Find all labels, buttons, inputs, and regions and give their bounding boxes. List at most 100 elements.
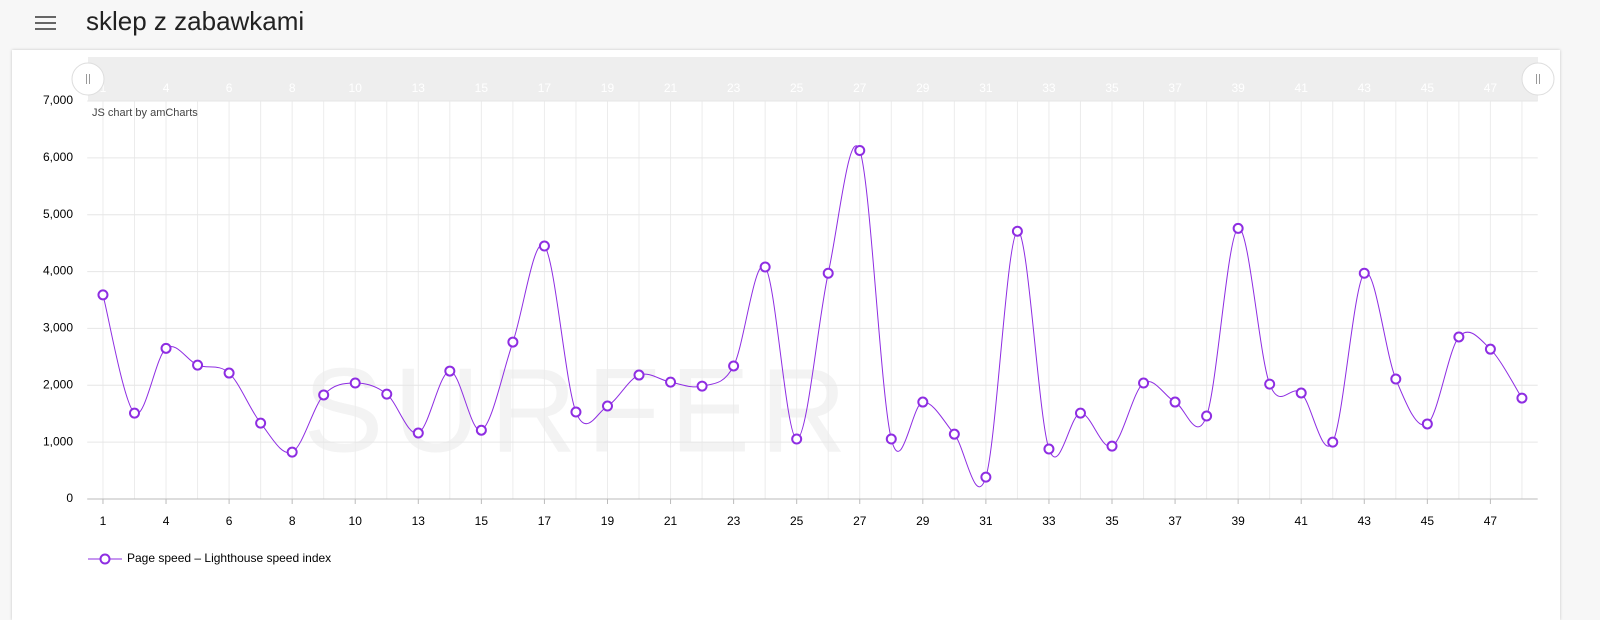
scrollbar-label: 19 xyxy=(601,81,615,95)
point xyxy=(665,376,677,388)
point xyxy=(728,360,740,372)
x-tick-label: 33 xyxy=(1042,514,1056,528)
point xyxy=(223,367,235,379)
scrollbar-label: 45 xyxy=(1421,81,1435,95)
point xyxy=(633,369,645,381)
scrollbar-label: 33 xyxy=(1042,81,1056,95)
point xyxy=(601,400,613,412)
point xyxy=(696,380,708,392)
scrollbar-handle[interactable] xyxy=(1521,62,1555,96)
scrollbar-label: 47 xyxy=(1484,81,1498,95)
x-tick-label: 15 xyxy=(475,514,489,528)
point xyxy=(980,471,992,483)
point xyxy=(475,424,487,436)
page-title: sklep z zabawkami xyxy=(86,6,305,36)
scrollbar-label: 6 xyxy=(226,81,233,95)
point xyxy=(885,433,897,445)
scrollbar[interactable] xyxy=(88,57,1538,101)
scrollbar-label: 17 xyxy=(538,81,552,95)
point xyxy=(97,289,109,301)
x-tick-label: 45 xyxy=(1421,514,1435,528)
scrollbar-label: 39 xyxy=(1231,81,1245,95)
point xyxy=(444,365,456,377)
scrollbar-label: 35 xyxy=(1105,81,1119,95)
header: sklep z zabawkami xyxy=(0,0,1600,48)
x-tick-label: 23 xyxy=(727,514,741,528)
point xyxy=(1138,377,1150,389)
scrollbar-label: 10 xyxy=(349,81,363,95)
scrollbar-handle[interactable] xyxy=(71,62,105,96)
x-tick-label: 43 xyxy=(1358,514,1372,528)
scrollbar-label: 27 xyxy=(853,81,867,95)
point xyxy=(1106,440,1118,452)
point xyxy=(160,342,172,354)
scrollbar-label: 29 xyxy=(916,81,930,95)
point xyxy=(1295,387,1307,399)
x-tick-label: 37 xyxy=(1168,514,1182,528)
point xyxy=(1264,378,1276,390)
scrollbar-label: 31 xyxy=(979,81,993,95)
point xyxy=(255,417,267,429)
scrollbar-label: 1 xyxy=(100,81,107,95)
point xyxy=(948,428,960,440)
scrollbar-label: 25 xyxy=(790,81,804,95)
scrollbar-label: 15 xyxy=(475,81,489,95)
x-tick-label: 19 xyxy=(601,514,615,528)
y-tick-label: 7,000 xyxy=(43,93,73,107)
x-tick-label: 27 xyxy=(853,514,867,528)
point xyxy=(1011,225,1023,237)
scrollbar-label: 41 xyxy=(1295,81,1309,95)
y-tick-label: 0 xyxy=(66,491,73,505)
point xyxy=(286,446,298,458)
point xyxy=(1327,436,1339,448)
scrollbar-label: 37 xyxy=(1168,81,1182,95)
point xyxy=(538,240,550,252)
point xyxy=(412,427,424,439)
y-tick-label: 2,000 xyxy=(43,377,73,391)
scrollbar-label: 23 xyxy=(727,81,741,95)
scrollbar-label: 4 xyxy=(163,81,170,95)
y-tick-label: 6,000 xyxy=(43,150,73,164)
x-tick-label: 31 xyxy=(979,514,993,528)
point xyxy=(1043,443,1055,455)
point xyxy=(1169,396,1181,408)
x-tick-label: 13 xyxy=(412,514,426,528)
point xyxy=(349,377,361,389)
scrollbar-label: 43 xyxy=(1358,81,1372,95)
legend-label: Page speed – Lighthouse speed index xyxy=(127,551,331,565)
point xyxy=(822,267,834,279)
x-tick-label: 4 xyxy=(163,514,170,528)
point xyxy=(381,388,393,400)
line xyxy=(102,145,1523,488)
y-tick-label: 4,000 xyxy=(43,264,73,278)
point xyxy=(1516,392,1528,404)
legend-marker xyxy=(99,553,111,565)
point xyxy=(1074,407,1086,419)
point xyxy=(570,406,582,418)
x-tick-label: 47 xyxy=(1484,514,1498,528)
point xyxy=(917,396,929,408)
point xyxy=(1453,331,1465,343)
x-tick-label: 41 xyxy=(1295,514,1309,528)
x-tick-label: 10 xyxy=(349,514,363,528)
point xyxy=(192,359,204,371)
point xyxy=(1232,222,1244,234)
y-tick-label: 3,000 xyxy=(43,321,73,335)
point xyxy=(318,389,330,401)
x-tick-label: 1 xyxy=(100,514,107,528)
x-tick-label: 39 xyxy=(1231,514,1245,528)
x-tick-label: 17 xyxy=(538,514,552,528)
scrollbar-label: 13 xyxy=(412,81,426,95)
x-tick-label: 6 xyxy=(226,514,233,528)
x-tick-label: 21 xyxy=(664,514,678,528)
point xyxy=(1421,418,1433,430)
scrollbar-label: 8 xyxy=(289,81,296,95)
point xyxy=(854,144,866,156)
point xyxy=(791,433,803,445)
point xyxy=(1484,343,1496,355)
x-tick-label: 25 xyxy=(790,514,804,528)
point xyxy=(1201,410,1213,422)
menu-icon[interactable] xyxy=(0,0,60,48)
point xyxy=(507,336,519,348)
